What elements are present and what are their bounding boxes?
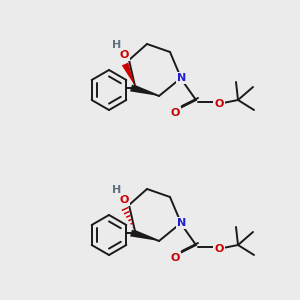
Text: O: O [119,50,129,60]
Polygon shape [130,230,159,241]
Text: N: N [177,73,187,83]
Text: H: H [112,185,122,195]
Polygon shape [122,63,135,86]
Text: O: O [170,253,180,263]
Text: N: N [177,218,187,228]
Text: O: O [119,195,129,205]
Polygon shape [130,85,159,96]
Text: O: O [170,108,180,118]
Text: H: H [112,40,122,50]
Text: O: O [214,99,224,109]
Text: O: O [214,244,224,254]
